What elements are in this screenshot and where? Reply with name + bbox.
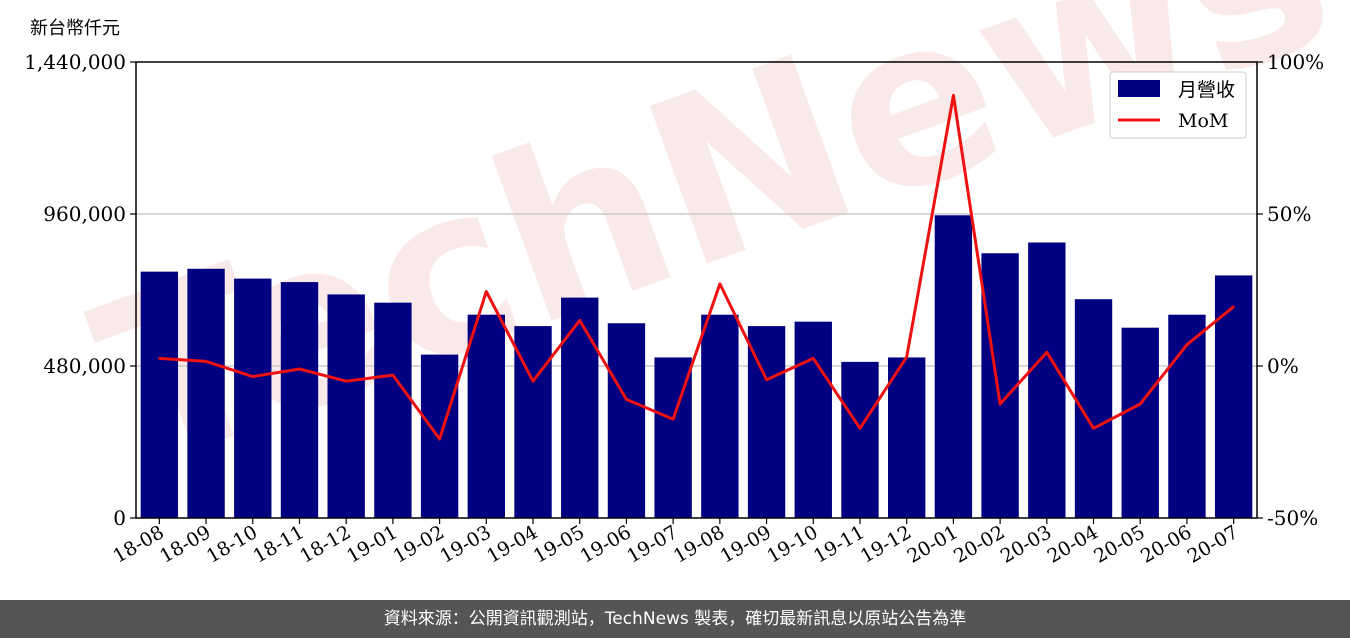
x-tick-label: 19-07 bbox=[623, 521, 681, 567]
x-tick-label: 19-10 bbox=[763, 521, 821, 567]
legend-swatch-revenue bbox=[1118, 80, 1160, 97]
mom-point bbox=[858, 427, 862, 430]
x-tick-label: 18-10 bbox=[203, 521, 261, 567]
x-tick-label: 20-02 bbox=[950, 521, 1008, 567]
x-axis: 18-0818-0918-1018-1118-1219-0119-0219-03… bbox=[109, 518, 1242, 568]
revenue-bar bbox=[1121, 327, 1159, 518]
mom-point bbox=[1139, 402, 1142, 406]
y-axis-unit-label: 新台幣仟元 bbox=[30, 18, 120, 39]
revenue-bar bbox=[140, 271, 179, 518]
x-tick-label: 19-02 bbox=[390, 521, 448, 567]
revenue-bar bbox=[327, 294, 365, 518]
mom-point bbox=[905, 355, 908, 359]
bar-series bbox=[140, 215, 1253, 518]
revenue-bar bbox=[234, 278, 272, 518]
revenue-bar bbox=[1028, 242, 1066, 518]
mom-point bbox=[1185, 343, 1189, 346]
mom-point bbox=[158, 357, 161, 360]
right-tick-label: 50% bbox=[1267, 202, 1311, 226]
x-tick-label: 18-11 bbox=[250, 521, 308, 567]
legend-label-mom: MoM bbox=[1178, 110, 1228, 132]
revenue-bar bbox=[561, 297, 599, 518]
revenue-bar bbox=[1168, 314, 1206, 518]
left-tick-label: 480,000 bbox=[43, 354, 126, 378]
x-tick-label: 18-09 bbox=[156, 521, 214, 567]
mom-point bbox=[998, 402, 1002, 406]
revenue-bar bbox=[794, 321, 832, 518]
revenue-bar bbox=[467, 314, 505, 518]
mom-line-series bbox=[158, 93, 1235, 441]
left-tick-label: 960,000 bbox=[43, 202, 126, 226]
x-tick-label: 19-12 bbox=[857, 521, 915, 567]
mom-line bbox=[159, 93, 1235, 441]
revenue-bar bbox=[1214, 275, 1253, 518]
plot-frame bbox=[135, 61, 1258, 519]
left-tick-label: 0 bbox=[113, 506, 126, 530]
mom-point bbox=[1045, 351, 1049, 354]
right-tick-label: 0% bbox=[1267, 354, 1299, 378]
revenue-bar bbox=[607, 323, 646, 518]
mom-point bbox=[1232, 305, 1235, 308]
revenue-bar bbox=[981, 253, 1019, 518]
mom-point bbox=[812, 357, 815, 360]
revenue-bar bbox=[187, 268, 225, 518]
x-tick-label: 19-09 bbox=[717, 521, 775, 567]
mom-point bbox=[485, 290, 488, 293]
x-tick-label: 19-08 bbox=[670, 521, 728, 567]
mom-point bbox=[251, 375, 254, 378]
left-tick-label: 1,440,000 bbox=[24, 50, 126, 74]
x-tick-label: 20-05 bbox=[1090, 521, 1148, 567]
footer-source-note: 資料來源：公開資訊觀測站，TechNews 製表，確切最新訊息以原站公告為準 bbox=[0, 600, 1350, 638]
mom-point bbox=[391, 373, 395, 377]
legend-label-revenue: 月營收 bbox=[1178, 79, 1235, 101]
mom-point bbox=[578, 319, 581, 322]
mom-point bbox=[952, 94, 955, 97]
x-tick-label: 19-05 bbox=[530, 521, 588, 567]
right-tick-label: -50% bbox=[1267, 506, 1318, 530]
revenue-bar bbox=[701, 314, 739, 518]
x-tick-label: 18-12 bbox=[296, 521, 354, 567]
x-tick-label: 20-01 bbox=[903, 521, 961, 567]
mom-point bbox=[531, 380, 535, 383]
revenue-bar bbox=[280, 282, 319, 518]
x-tick-label: 20-07 bbox=[1184, 521, 1242, 567]
mom-point bbox=[765, 378, 768, 381]
mom-point bbox=[298, 367, 301, 371]
revenue-bar bbox=[841, 361, 879, 518]
mom-point bbox=[718, 282, 722, 286]
grid-lines bbox=[136, 213, 1257, 367]
x-tick-label: 19-06 bbox=[576, 521, 634, 567]
x-tick-label: 20-04 bbox=[1044, 521, 1102, 567]
x-tick-label: 20-06 bbox=[1137, 521, 1195, 567]
revenue-bar bbox=[374, 302, 412, 518]
mom-point bbox=[1092, 427, 1095, 430]
legend: 月營收 MoM bbox=[1109, 71, 1247, 139]
mom-point bbox=[344, 380, 348, 383]
mom-point bbox=[438, 437, 441, 441]
left-axis: 0 480,000 960,000 1,440,000 bbox=[24, 50, 136, 530]
x-tick-label: 19-04 bbox=[483, 521, 541, 567]
right-tick-label: 100% bbox=[1267, 50, 1324, 74]
x-tick-label: 19-01 bbox=[343, 521, 401, 567]
x-tick-label: 20-03 bbox=[997, 521, 1055, 567]
x-tick-label: 19-03 bbox=[436, 521, 494, 567]
mom-point bbox=[204, 360, 208, 363]
right-axis: -50% 0% 50% 100% bbox=[1257, 50, 1324, 530]
mom-point bbox=[671, 418, 675, 421]
x-tick-label: 19-11 bbox=[810, 521, 868, 567]
revenue-bar bbox=[888, 357, 926, 518]
revenue-bar bbox=[934, 215, 973, 518]
mom-point bbox=[625, 398, 628, 401]
revenue-bar bbox=[747, 326, 786, 518]
